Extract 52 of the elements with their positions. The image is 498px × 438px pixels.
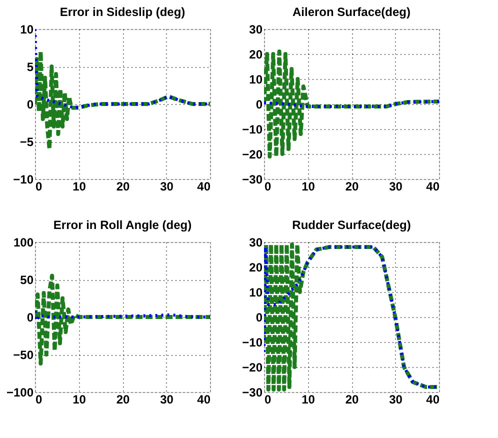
x-tick-label: 30 [160, 180, 174, 194]
y-tick-label: 20 [249, 260, 263, 274]
y-tick-label: 0 [256, 98, 263, 112]
y-tick-label: −5 [20, 135, 34, 149]
x-tick-label: 0 [264, 392, 272, 406]
y-tick-label: −10 [242, 122, 263, 136]
y-tick-label: 0 [26, 310, 34, 324]
y-tick-label: 10 [20, 22, 34, 36]
x-tick-label: 20 [345, 392, 359, 406]
chart-title: Error in Sideslip (deg) [60, 5, 186, 19]
x-tick-label: 40 [197, 180, 211, 194]
x-tick-label: 10 [72, 392, 86, 406]
y-tick-label: −30 [242, 172, 263, 186]
chart-title: Error in Roll Angle (deg) [53, 218, 192, 232]
y-tick-label: −50 [13, 348, 34, 362]
y-tick-label: −20 [242, 148, 263, 162]
x-tick-label: 0 [36, 180, 42, 194]
y-tick-label: −30 [242, 386, 263, 400]
y-tick-label: 5 [26, 60, 34, 74]
y-tick-label: −100 [6, 386, 34, 400]
y-tick-label: 30 [249, 236, 263, 250]
x-tick-label: 10 [72, 180, 86, 194]
chart-title: Aileron Surface(deg) [292, 5, 411, 19]
x-tick-label: 20 [345, 180, 359, 194]
line-series [35, 274, 210, 366]
y-tick-label: −20 [242, 360, 263, 374]
x-tick-label: 20 [116, 180, 130, 194]
y-tick-label: 20 [249, 48, 263, 62]
x-tick-label: 0 [264, 180, 272, 194]
y-tick-label: 100 [13, 236, 34, 250]
x-tick-label: 30 [160, 392, 174, 406]
y-tick-label: −10 [242, 336, 263, 350]
x-tick-label: 40 [426, 392, 440, 406]
x-tick-label: 10 [302, 180, 316, 194]
x-tick-label: 40 [426, 180, 440, 194]
y-tick-label: 10 [249, 72, 263, 86]
y-tick-label: −10 [13, 172, 34, 186]
x-tick-label: 10 [302, 392, 316, 406]
x-tick-label: 30 [389, 392, 403, 406]
x-tick-label: 20 [116, 392, 130, 406]
x-tick-label: 40 [197, 392, 211, 406]
y-tick-label: 0 [256, 310, 263, 324]
x-tick-label: 0 [36, 392, 42, 406]
x-tick-label: 30 [389, 180, 403, 194]
line-series [264, 50, 439, 158]
y-tick-label: 30 [249, 22, 263, 36]
line-series [35, 50, 210, 151]
y-tick-label: 0 [26, 98, 34, 112]
line-series [35, 310, 210, 322]
chart-title: Rudder Surface(deg) [292, 218, 411, 232]
y-tick-label: 10 [249, 286, 263, 300]
y-tick-label: 50 [20, 273, 34, 287]
